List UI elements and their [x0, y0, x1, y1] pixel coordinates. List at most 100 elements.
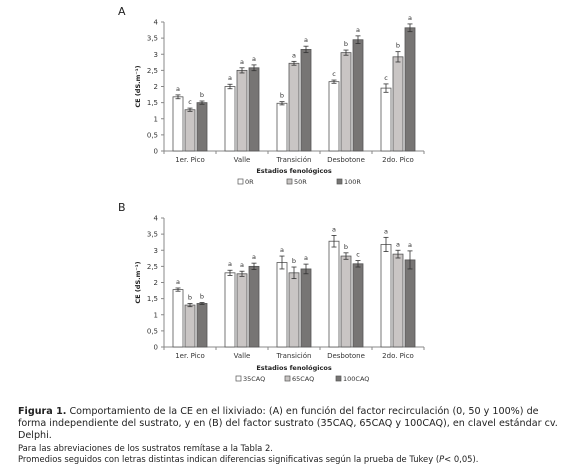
- panel-a-y-tick-label: 3,5: [147, 35, 158, 43]
- panel-b-x-tick-label: Desbotone: [327, 352, 365, 360]
- panel-b-significance-letter: a: [252, 253, 256, 261]
- panel-b-y-tick-label: 0: [154, 344, 158, 352]
- panel-b-significance-letter: a: [384, 227, 388, 235]
- panel-b-x-tick-label: 2do. Pico: [382, 352, 414, 360]
- panel-a-significance-letter: b: [344, 40, 348, 48]
- panel-b-bar: [224, 272, 236, 348]
- caption-text: Comportamiento de la CE en el lixiviado:…: [18, 406, 558, 442]
- panel-a-y-tick-label: 1,5: [147, 99, 158, 107]
- panel-a-x-tick-label: 1er. Pico: [175, 156, 205, 164]
- panel-b-significance-letter: a: [280, 246, 284, 254]
- panel-a-significance-letter: b: [200, 91, 204, 99]
- panel-a-legend-swatch: [286, 178, 293, 185]
- panel-a-x-tick-label: 2do. Pico: [382, 156, 414, 164]
- panel-b-significance-letter: a: [396, 240, 400, 248]
- panel-a-letter: A: [118, 5, 126, 18]
- panel-b-significance-letter: a: [304, 254, 308, 262]
- panel-a-significance-letter: c: [332, 70, 336, 78]
- panel-b-bar: [248, 265, 260, 348]
- panel-b-bar: [300, 268, 312, 348]
- caption-note-tukey: Promedios seguidos con letras distintas …: [18, 453, 479, 464]
- caption-label: Figura 1.: [18, 406, 67, 417]
- panel-b-legend-label: 100CAQ: [343, 375, 369, 383]
- panel-a-bar: [236, 69, 248, 152]
- panel-a-bar: [276, 102, 288, 152]
- panel-a-y-tick-label: 3: [154, 51, 158, 59]
- panel-a-bar: [340, 52, 352, 152]
- panel-b-y-tick-label: 1: [154, 311, 158, 319]
- panel-b-significance-letter: a: [332, 225, 336, 233]
- panel-a-significance-letter: c: [384, 74, 388, 82]
- panel-b-bar: [172, 289, 184, 348]
- panel-a-bar: [380, 87, 392, 152]
- panel-a-y-label: CE (dS.m⁻¹): [134, 65, 142, 107]
- panel-a-bar: [328, 81, 340, 152]
- panel-a-significance-letter: a: [356, 26, 360, 34]
- panel-b-y-label: CE (dS.m⁻¹): [134, 261, 142, 303]
- caption-note-abbreviations: Para las abreviaciones de los sustratos …: [18, 442, 273, 453]
- panel-a-significance-letter: a: [228, 74, 232, 82]
- panel-b-x-tick-label: Transición: [276, 352, 312, 360]
- panel-a-significance-letter: a: [240, 58, 244, 66]
- panel-a-bar: [248, 67, 260, 152]
- panel-a-significance-letter: a: [292, 51, 296, 59]
- panel-b-significance-letter: a: [408, 241, 412, 249]
- panel-a-y-tick-label: 0,5: [147, 131, 158, 139]
- panel-a-significance-letter: a: [304, 36, 308, 44]
- panel-a-bar: [172, 96, 184, 152]
- panel-b-significance-letter: a: [240, 261, 244, 269]
- panel-a-legend-label: 0R: [245, 178, 254, 186]
- panel-b-bar: [404, 259, 416, 348]
- panel-b-y-tick-label: 0,5: [147, 327, 158, 335]
- panel-b-bar: [288, 272, 300, 348]
- figure-caption: Figura 1. Comportamiento de la CE en el …: [18, 406, 558, 465]
- panel-b-significance-letter: a: [228, 260, 232, 268]
- panel-b-y-tick-label: 2,5: [147, 263, 158, 271]
- panel-a-y-tick-label: 2,5: [147, 67, 158, 75]
- panel-a-y-tick-label: 2: [154, 83, 158, 91]
- panel-b-bar: [352, 263, 364, 348]
- panel-b-bar: [340, 255, 352, 348]
- panel-a-y-tick-label: 4: [154, 19, 159, 27]
- panel-b-x-label: Estadios fenológicos: [256, 364, 332, 372]
- panel-b-bar: [328, 240, 340, 348]
- panel-b-bar: [392, 253, 404, 348]
- panel-b-bar: [276, 262, 288, 348]
- panel-a-significance-letter: b: [396, 42, 400, 50]
- panel-b-bar: [184, 304, 196, 348]
- panel-b-significance-letter: b: [200, 292, 204, 300]
- panel-a-significance-letter: a: [408, 14, 412, 22]
- panel-b-significance-letter: c: [356, 251, 360, 259]
- panel-b-letter: B: [118, 201, 126, 214]
- panel-b-legend-swatch: [284, 375, 291, 382]
- panel-b-significance-letter: a: [176, 278, 180, 286]
- panel-a-x-tick-label: Valle: [234, 156, 251, 164]
- panel-a-y-tick-label: 1: [154, 115, 158, 123]
- panel-a-x-tick-label: Transición: [276, 156, 312, 164]
- figure: A 0 0,5 1 1,5 2 2,5 3 3,5 4 CE (dS.m⁻¹) 1er. Pico a c…: [118, 5, 425, 383]
- panel-a-bar: [352, 39, 364, 152]
- panel-a-legend-swatch: [237, 178, 244, 185]
- panel-a-bar: [404, 27, 416, 152]
- panel-b-x-tick-label: Valle: [234, 352, 251, 360]
- panel-b-legend-swatch: [335, 375, 342, 382]
- panel-b-legend-label: 65CAQ: [292, 375, 314, 383]
- panel-b-bar: [196, 303, 208, 348]
- panel-a-bar: [392, 56, 404, 152]
- panel-a-bar: [184, 109, 196, 152]
- panel-b-y-tick-label: 3,5: [147, 231, 158, 239]
- panel-a-legend-label: 100R: [344, 178, 361, 186]
- panel-b-significance-letter: b: [292, 257, 296, 265]
- panel-b-significance-letter: b: [344, 243, 348, 251]
- panel-a-bar: [196, 102, 208, 152]
- panel-a-bar: [288, 62, 300, 152]
- panel-a-y-tick-label: 0: [154, 148, 158, 156]
- panel-b-legend-swatch: [235, 375, 242, 382]
- panel-a-bar: [224, 86, 236, 152]
- panel-a-significance-letter: c: [188, 98, 192, 106]
- panel-a-x-label: Estadios fenológicos: [256, 167, 332, 175]
- panel-a-significance-letter: b: [280, 92, 284, 100]
- panel-a-significance-letter: a: [252, 55, 256, 63]
- panel-b-y-tick-label: 4: [154, 215, 159, 223]
- panel-b-y-tick-label: 3: [154, 247, 158, 255]
